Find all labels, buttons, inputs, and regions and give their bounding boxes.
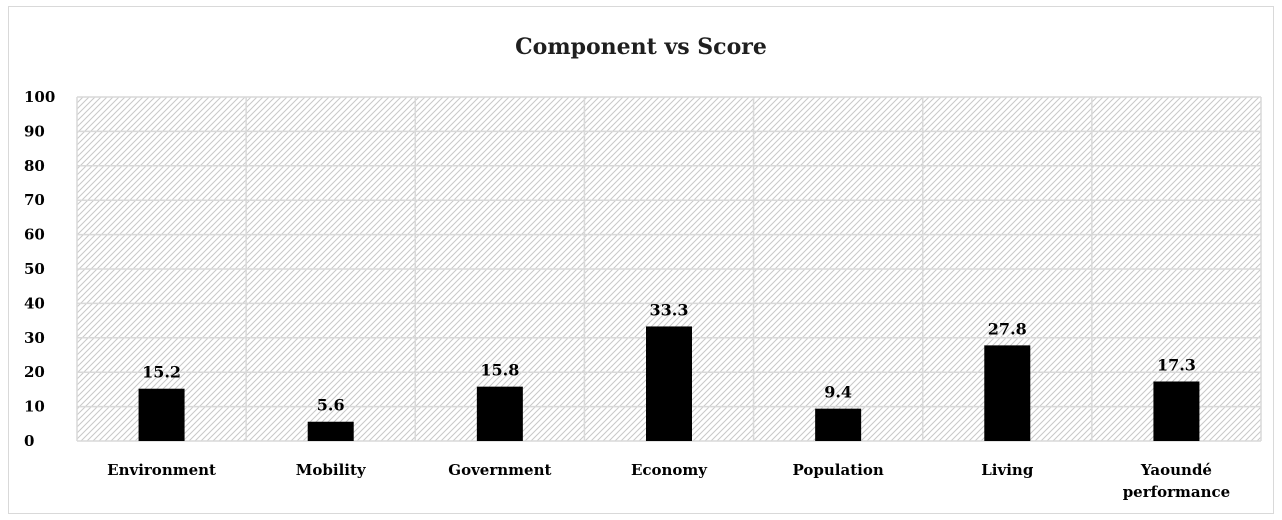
y-tick-label: 90 — [24, 122, 45, 140]
y-tick-label: 100 — [24, 88, 55, 106]
y-tick-label: 60 — [24, 226, 45, 244]
data-label: 15.8 — [480, 361, 519, 380]
bar-government — [476, 386, 523, 441]
y-tick-label: 80 — [24, 157, 45, 175]
bar-population — [815, 408, 862, 441]
data-label: 9.4 — [824, 383, 852, 402]
category-label: Population — [793, 461, 884, 479]
bar-economy — [646, 326, 692, 441]
bar-living — [984, 345, 1031, 441]
y-axis-ticks: 0 10 20 30 40 50 60 70 80 90 100 — [24, 88, 55, 450]
y-tick-label: 0 — [24, 432, 34, 450]
y-tick-label: 40 — [24, 294, 45, 312]
y-tick-label: 20 — [24, 363, 45, 381]
data-label: 17.3 — [1157, 355, 1196, 374]
data-labels: 15.2 5.6 15.8 33.3 9.4 27.8 17.3 — [142, 300, 1196, 414]
category-label: Yaoundé performance — [1123, 461, 1230, 501]
category-label: Environment — [107, 461, 216, 479]
bar-environment — [138, 388, 185, 441]
bar-yaound-performance — [1153, 381, 1200, 441]
y-tick-label: 30 — [24, 329, 45, 347]
category-label: Government — [448, 461, 551, 479]
data-label: 5.6 — [317, 396, 345, 415]
y-tick-label: 50 — [24, 260, 45, 278]
y-tick-label: 10 — [24, 398, 45, 416]
gridlines — [76, 96, 1262, 442]
category-label: Mobility — [296, 461, 367, 479]
category-label: Living — [981, 461, 1034, 479]
category-label: Economy — [631, 461, 708, 479]
chart-title: Component vs Score — [515, 34, 767, 60]
y-tick-label: 70 — [24, 191, 45, 209]
bars — [138, 326, 1200, 441]
data-label: 15.2 — [142, 363, 181, 382]
category-labels: Environment Mobility Government Economy Popu… — [107, 461, 1230, 501]
data-label: 27.8 — [988, 319, 1027, 338]
bar-mobility — [307, 421, 354, 441]
data-label: 33.3 — [650, 300, 689, 319]
